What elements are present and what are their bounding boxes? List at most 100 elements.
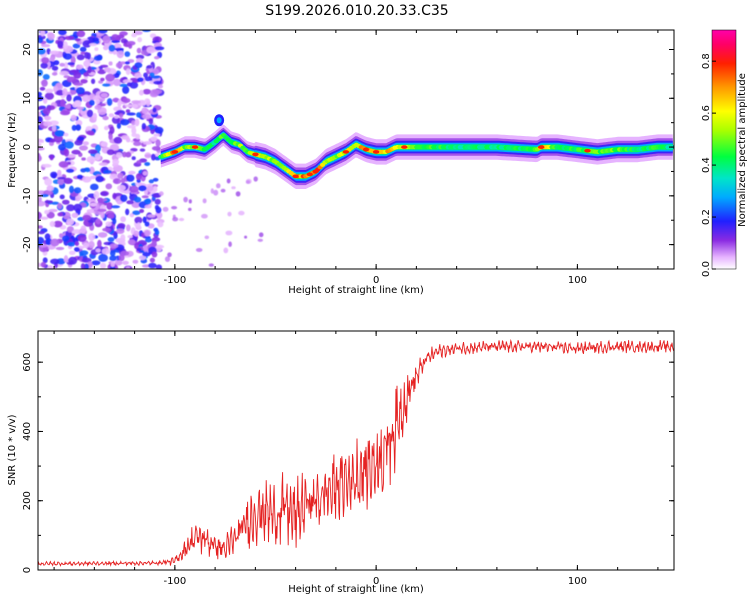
noise-blob [112, 97, 120, 103]
noise-blob [108, 113, 115, 118]
noise-blob [95, 248, 101, 253]
noise-blob [69, 250, 76, 255]
colorbar-gradient [711, 29, 737, 270]
noise-blob [92, 37, 100, 42]
noise-blob [83, 242, 90, 249]
noise-blob [103, 45, 109, 51]
noise-blob [95, 98, 100, 106]
noise-blob [89, 202, 97, 207]
noise-blob [136, 222, 141, 229]
noise-blob [144, 230, 151, 237]
noise-blob [43, 121, 53, 127]
noise-blob [97, 69, 107, 75]
noise-blob [74, 241, 80, 247]
noise-blob [136, 160, 142, 165]
noise-blob [38, 153, 41, 162]
noise-blob [87, 65, 92, 74]
top-y-axis-label: Frequency (Hz) [7, 112, 18, 188]
noise-blob [73, 203, 83, 212]
noise-blob [40, 62, 48, 69]
x-tick-label: 0 [373, 275, 379, 286]
noise-blob [109, 249, 116, 257]
noise-blob [51, 124, 57, 132]
noise-blob [57, 176, 66, 180]
noise-blob [120, 216, 126, 223]
noise-blob [106, 202, 113, 210]
noise-blob [126, 82, 132, 87]
noise-blob [112, 192, 117, 200]
noise-blob [51, 65, 59, 71]
noise-blob [126, 174, 135, 182]
noise-blob [120, 178, 126, 184]
noise-blob [38, 69, 43, 77]
noise-blob [125, 137, 131, 143]
noise-blob [76, 65, 83, 70]
noise-blob [248, 286, 254, 290]
noise-blob [58, 30, 67, 36]
noise-blob [151, 240, 157, 248]
ridge-peak [292, 174, 299, 179]
noise-blob [82, 176, 92, 183]
noise-blob [225, 230, 233, 236]
noise-blob [67, 62, 75, 66]
noise-blob [154, 205, 160, 210]
noise-blob [38, 111, 42, 117]
noise-blob [126, 112, 136, 116]
noise-blob [139, 89, 144, 96]
noise-blob [130, 148, 138, 152]
noise-blob [58, 161, 69, 168]
noise-blob [82, 94, 91, 103]
noise-blob [149, 72, 155, 77]
noise-blob [74, 247, 80, 252]
noise-blob [152, 107, 157, 113]
noise-blob [258, 232, 264, 238]
noise-blob [53, 220, 63, 228]
noise-blob [144, 98, 150, 103]
noise-blob [66, 154, 77, 158]
ridge-peak [362, 147, 370, 152]
noise-blob [190, 282, 196, 285]
y-tick-label: 10 [22, 92, 33, 105]
noise-blob [97, 30, 108, 34]
noise-blob [124, 51, 131, 57]
colorbar-label: Normalized spectral amplitude [737, 73, 748, 227]
noise-blob [141, 107, 148, 114]
noise-blob [75, 124, 82, 131]
noise-blob [122, 85, 130, 94]
noise-blob [116, 228, 125, 235]
noise-blob [257, 238, 263, 242]
noise-blob [38, 225, 43, 229]
noise-blob [62, 199, 70, 205]
x-tick-label: 0 [373, 576, 379, 587]
noise-blob [128, 170, 136, 175]
noise-blob [134, 196, 142, 203]
noise-blob [141, 195, 149, 199]
noise-blob [100, 210, 105, 219]
noise-blob [151, 146, 161, 151]
noise-blob [120, 234, 126, 242]
noise-blob [143, 72, 149, 78]
noise-blob [146, 46, 156, 54]
y-tick-label: 400 [22, 422, 33, 441]
noise-blob [213, 189, 219, 196]
noise-blob [220, 188, 226, 193]
noise-blob [64, 141, 74, 149]
noise-blob [71, 124, 77, 131]
noise-blob [219, 283, 223, 288]
ridge-peak [342, 150, 350, 154]
x-tick-label: 100 [568, 576, 587, 587]
noise-blob [164, 256, 171, 262]
noise-blob [152, 177, 159, 182]
noise-blob [127, 235, 133, 239]
noise-blob [63, 132, 69, 137]
noise-blob [120, 250, 130, 256]
noise-blob [112, 178, 122, 185]
noise-blob [136, 47, 142, 54]
noise-blob [111, 34, 120, 42]
noise-blob [183, 196, 188, 203]
noise-blob [135, 173, 142, 181]
noise-blob [113, 136, 123, 144]
noise-blob [131, 104, 139, 109]
bottom-y-axis-label: SNR (10 * v/v) [7, 414, 18, 485]
